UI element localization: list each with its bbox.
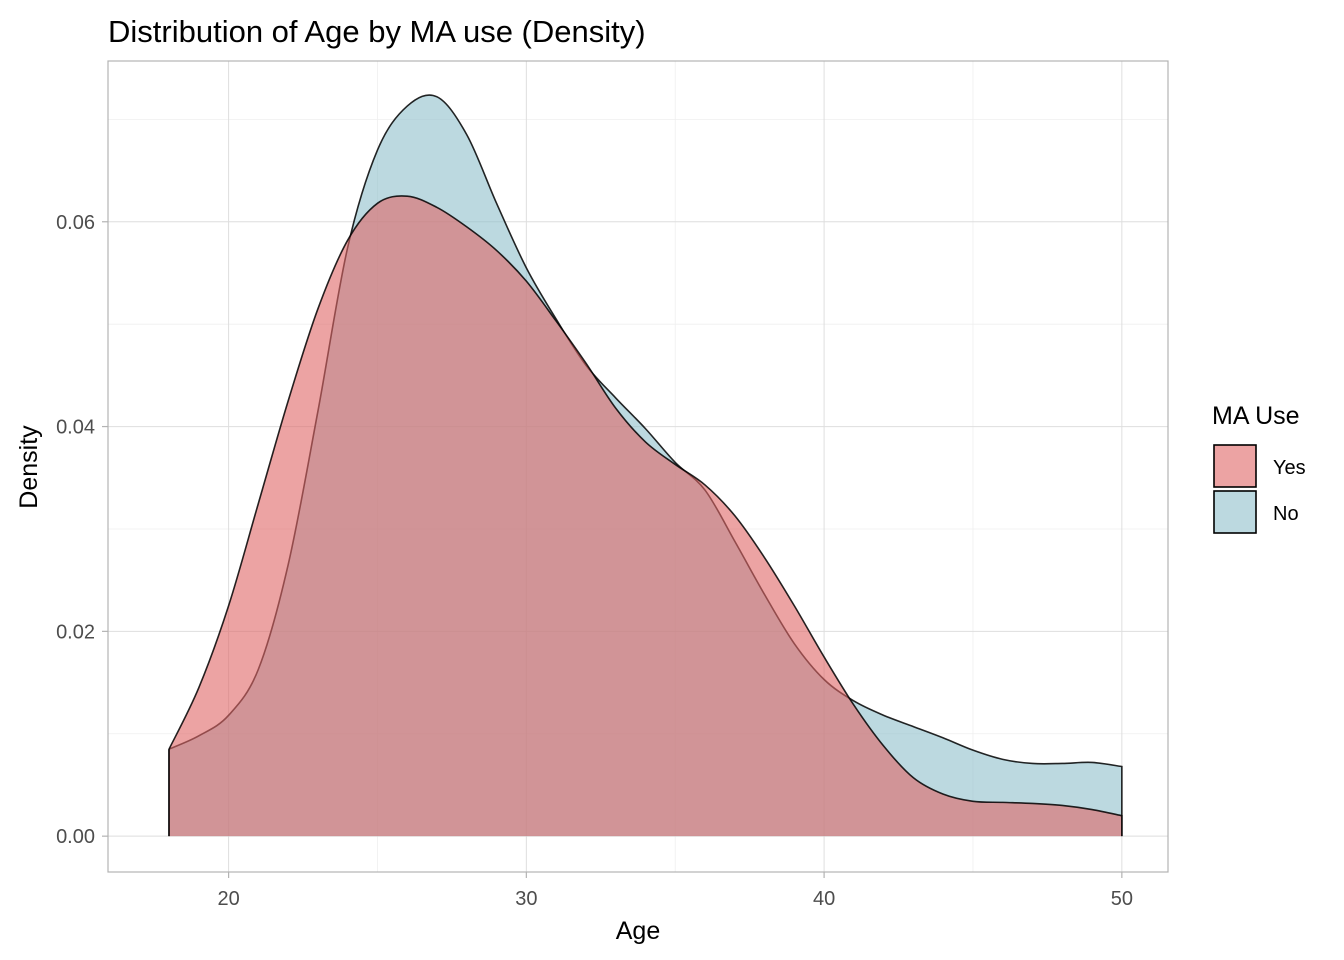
legend-key-yes	[1213, 444, 1257, 488]
legend-label-no: No	[1273, 503, 1299, 525]
y-axis: 0.00 0.02 0.04 0.06	[56, 212, 108, 848]
plot-panel	[107, 60, 1169, 873]
y-tick-label: 0.00	[56, 826, 95, 848]
x-axis: 20 30 40 50	[217, 872, 1133, 910]
y-tick-label: 0.04	[56, 417, 95, 439]
panel-border	[107, 60, 1169, 873]
legend-key-no	[1213, 490, 1257, 534]
legend-label-yes: Yes	[1273, 457, 1306, 479]
x-axis-title: Age	[616, 917, 660, 945]
x-tick-label: 40	[813, 888, 835, 910]
legend-items: Yes No	[1213, 444, 1306, 534]
y-axis-title: Density	[15, 425, 43, 509]
legend: MA Use Yes No	[1212, 402, 1306, 534]
density-areas	[168, 94, 1123, 837]
density-area-yes	[169, 195, 1122, 837]
y-tick-label: 0.02	[56, 621, 95, 643]
legend-title: MA Use	[1212, 402, 1300, 430]
chart-title: Distribution of Age by MA use (Density)	[108, 14, 646, 49]
density-outline-yes	[168, 195, 1123, 837]
x-tick-label: 50	[1111, 888, 1133, 910]
x-tick-label: 20	[217, 888, 239, 910]
x-tick-label: 30	[515, 888, 537, 910]
y-tick-label: 0.06	[56, 212, 95, 234]
